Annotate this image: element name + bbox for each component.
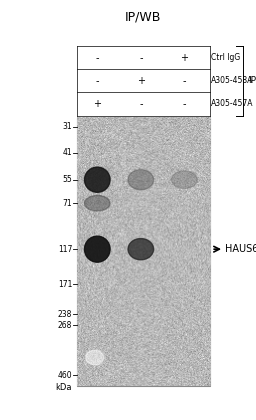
Ellipse shape	[84, 195, 110, 211]
Text: IP/WB: IP/WB	[125, 10, 162, 24]
FancyBboxPatch shape	[77, 118, 210, 386]
Ellipse shape	[84, 167, 110, 192]
Text: Ctrl IgG: Ctrl IgG	[211, 53, 240, 62]
Ellipse shape	[86, 350, 104, 365]
Text: +: +	[137, 76, 145, 86]
Ellipse shape	[172, 171, 197, 189]
Text: 71: 71	[62, 199, 72, 208]
Text: -: -	[183, 99, 186, 109]
Text: 117: 117	[58, 245, 72, 254]
Ellipse shape	[84, 236, 110, 262]
Text: -: -	[139, 53, 143, 63]
Ellipse shape	[128, 239, 154, 260]
Text: 55: 55	[62, 175, 72, 184]
Text: 238: 238	[58, 310, 72, 319]
Text: A305-458A: A305-458A	[211, 76, 254, 85]
Text: 268: 268	[58, 321, 72, 330]
Text: kDa: kDa	[55, 383, 72, 392]
Text: -: -	[139, 99, 143, 109]
Text: -: -	[183, 76, 186, 86]
Text: A305-457A: A305-457A	[211, 100, 254, 108]
Text: IP: IP	[248, 76, 256, 85]
Ellipse shape	[128, 170, 154, 190]
Text: 31: 31	[62, 123, 72, 131]
Text: HAUS6: HAUS6	[225, 244, 256, 254]
Text: 171: 171	[58, 280, 72, 289]
Text: -: -	[95, 53, 99, 63]
Text: 41: 41	[62, 148, 72, 157]
Text: +: +	[93, 99, 101, 109]
Text: 460: 460	[58, 370, 72, 380]
Text: +: +	[180, 53, 188, 63]
Text: -: -	[95, 76, 99, 86]
